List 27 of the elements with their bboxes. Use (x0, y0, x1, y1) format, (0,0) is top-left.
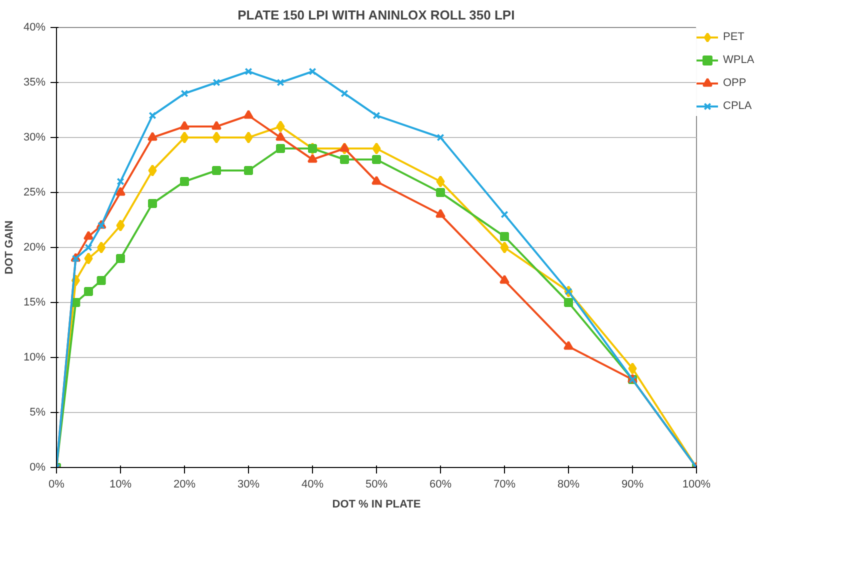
legend-label: PET (723, 31, 744, 43)
x-tick-label: 0% (48, 478, 65, 490)
y-tick-label: 20% (23, 242, 46, 254)
chart-title: PLATE 150 LPI WITH ANINLOX ROLL 350 LPI (238, 8, 515, 22)
x-tick-label: 100% (682, 478, 711, 490)
legend-label: CPLA (723, 100, 752, 112)
y-axis-title: DOT GAIN (3, 220, 16, 274)
y-tick-label: 25% (23, 186, 46, 198)
y-tick-label: 10% (23, 352, 46, 364)
y-tick-label: 30% (23, 132, 46, 144)
x-tick-label: 90% (621, 478, 644, 490)
x-tick-label: 30% (237, 478, 260, 490)
y-tick-label: 0% (30, 462, 46, 474)
legend-label: WPLA (723, 54, 754, 66)
x-tick-label: 80% (557, 478, 580, 490)
y-tick-label: 40% (23, 22, 46, 34)
x-tick-label: 40% (301, 478, 324, 490)
x-tick-label: 20% (173, 478, 196, 490)
y-tick-label: 35% (23, 76, 46, 88)
x-tick-label: 10% (109, 478, 132, 490)
legend-label: OPP (723, 77, 746, 89)
x-tick-label: 60% (429, 478, 452, 490)
x-tick-label: 70% (493, 478, 516, 490)
y-tick-label: 15% (23, 296, 46, 308)
x-axis-title: DOT % IN PLATE (332, 498, 421, 510)
y-tick-label: 5% (30, 406, 46, 418)
x-tick-label: 50% (365, 478, 388, 490)
